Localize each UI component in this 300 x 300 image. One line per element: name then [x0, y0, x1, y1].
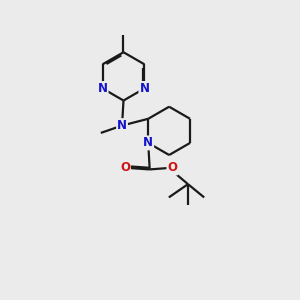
Text: O: O: [167, 161, 177, 175]
Text: N: N: [140, 82, 149, 95]
Text: N: N: [98, 82, 108, 95]
Text: O: O: [120, 161, 130, 175]
Text: N: N: [143, 136, 153, 149]
Text: N: N: [117, 119, 127, 132]
